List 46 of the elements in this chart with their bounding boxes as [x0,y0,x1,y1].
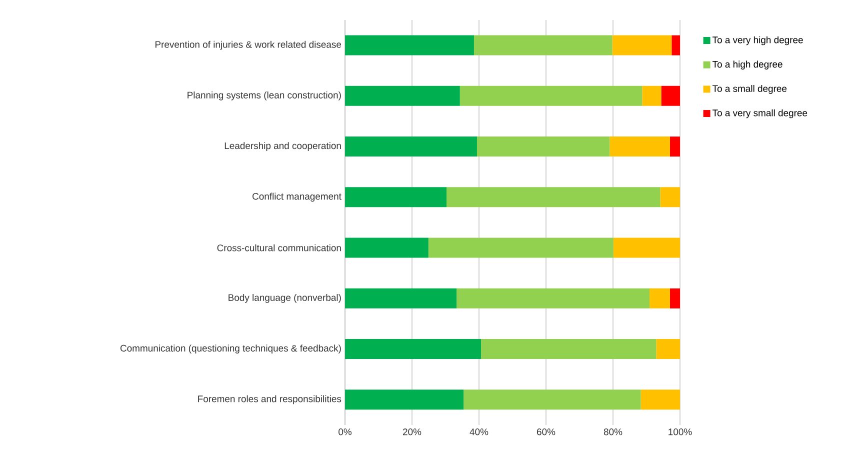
y-tick-label: Conflict management [252,192,342,202]
bar [345,35,474,56]
bar [464,390,641,410]
y-tick-label: Prevention of injuries & work related disease [156,40,342,50]
y-tick-label: Cross-cultural communication [217,244,341,252]
bar [672,35,680,56]
bar [670,136,680,157]
bar [460,86,642,106]
bar [446,187,660,208]
y-tick-label: Communication (questioning techniques & feedback) [120,344,341,354]
bar [345,288,457,308]
bar [613,238,680,258]
bar [428,238,614,258]
bar [656,339,680,360]
legend-label: To a very small degree [712,109,808,118]
y-tick-label: Planning systems (lean construction) [188,92,341,100]
legend-label: To a high degree [712,60,782,70]
x-tick-label: 100% [668,428,692,436]
bar [345,390,464,410]
bar [345,136,477,157]
bar [474,35,612,56]
y-tick-label: Foremen roles and responsibilities [198,395,342,404]
bar [456,288,650,308]
bar [481,339,656,360]
y-tick-label: Body language (nonverbal) [228,294,341,303]
bar [670,288,680,308]
y-tick-label: Leadership and cooperation [224,142,341,151]
x-tick-label: 20% [403,428,422,436]
bar [345,86,460,106]
bar [476,136,610,157]
x-tick-label: 40% [470,428,488,436]
bar [610,136,670,157]
bar [345,339,482,360]
x-tick-label: 80% [604,428,622,436]
legend-label: To a very high degree [712,36,803,46]
bar [642,86,662,106]
bar [612,35,672,56]
x-tick-label: 60% [537,428,556,436]
legend-label: To a small degree [712,85,787,94]
bar [650,288,670,308]
bar [640,390,680,410]
bar [345,238,428,258]
x-tick-label: 0% [338,428,352,436]
bar [345,187,447,208]
bar [660,187,680,208]
bar [661,86,680,106]
